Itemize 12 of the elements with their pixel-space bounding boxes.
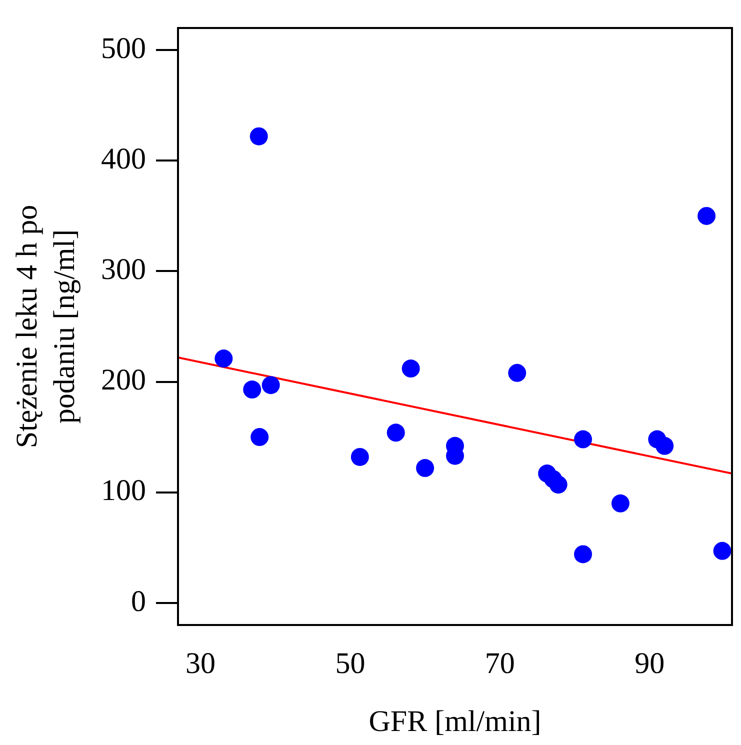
x-axis-title: GFR [ml/min] — [368, 704, 542, 738]
y-tick-label: 100 — [101, 474, 146, 508]
x-tick-label: 50 — [335, 646, 366, 680]
y-axis-title: Stężenie leku 4 h po podaniu [ng/ml] — [10, 204, 82, 448]
x-tick-label: 30 — [185, 646, 216, 680]
y-tick-label: 200 — [101, 364, 146, 397]
x-tick-label: 70 — [484, 646, 515, 680]
x-tick-label: 90 — [634, 646, 665, 680]
y-tick-label: 300 — [101, 253, 146, 286]
y-tick-label: 400 — [101, 142, 146, 176]
y-tick-label: 0 — [131, 584, 146, 618]
y-tick-label: 500 — [101, 32, 146, 65]
